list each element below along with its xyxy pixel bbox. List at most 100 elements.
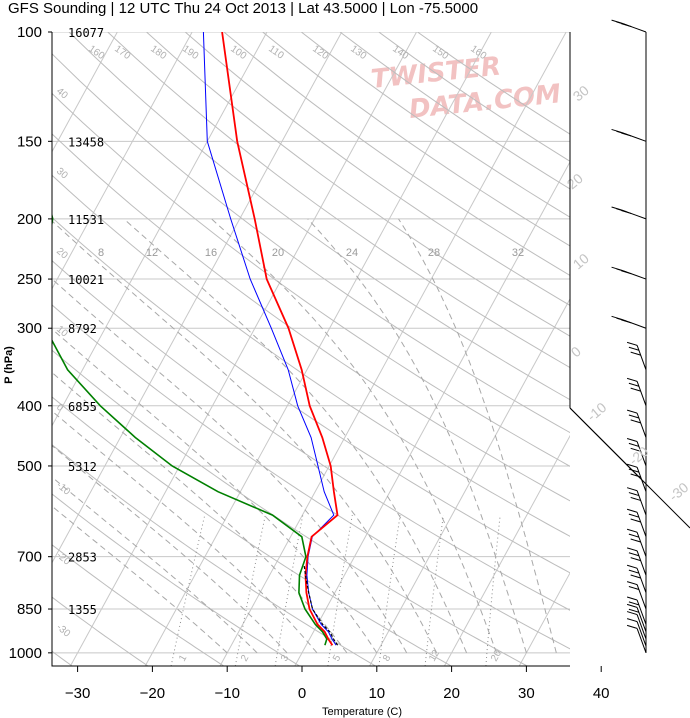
y-axis-label: P (hPa) xyxy=(3,346,15,384)
wind-barb-feather xyxy=(621,132,632,137)
isotherm-line xyxy=(443,434,570,666)
isotherm-line xyxy=(144,32,492,666)
moist-adiabat xyxy=(52,278,408,654)
wind-barb xyxy=(626,611,647,640)
moist-adiabat xyxy=(211,218,497,653)
theta-e-label: 12 xyxy=(146,247,158,259)
theta-label: 170 xyxy=(112,43,132,62)
wind-barb-feather xyxy=(626,487,638,492)
isotherm-line xyxy=(669,32,690,666)
wind-barb-feather xyxy=(626,596,638,601)
chart-title: GFS Sounding | 12 UTC Thu 24 Oct 2013 | … xyxy=(8,0,479,17)
virtual-temperature-line xyxy=(202,32,337,646)
isotherm-label: -10 xyxy=(584,399,610,424)
wind-barb xyxy=(611,266,647,280)
wind-barb-shaft xyxy=(636,584,647,610)
wind-barb-feather xyxy=(628,468,640,473)
wind-barb-shaft xyxy=(636,599,647,625)
dry-adiabat xyxy=(223,32,570,276)
wind-barb-shaft xyxy=(636,607,647,632)
wind-barb-feather xyxy=(628,442,640,447)
wind-barb-shaft xyxy=(636,441,647,467)
x-axis-label: Temperature (C) xyxy=(322,706,402,718)
wind-barb xyxy=(611,128,647,142)
dry-adiabat xyxy=(52,396,452,666)
wind-barb-feather xyxy=(626,508,638,513)
x-tick-label: −10 xyxy=(214,685,239,702)
wind-barb xyxy=(626,624,647,654)
isotherm-line xyxy=(294,160,570,666)
wind-barb-feather xyxy=(621,23,632,28)
mixing-ratio-label: 12 xyxy=(427,648,442,664)
isotherm-line xyxy=(219,32,567,666)
wind-barb-feather xyxy=(630,538,641,543)
moist-adiabat xyxy=(307,218,527,653)
dry-adiabat xyxy=(52,544,225,666)
wind-barb-feather xyxy=(628,552,640,557)
dry-adiabat xyxy=(52,596,149,666)
wind-barb-shaft xyxy=(636,512,647,537)
wind-barb-feather xyxy=(621,210,632,215)
wind-barb xyxy=(626,596,647,625)
moist-adiabat xyxy=(398,218,557,653)
mixing-ratio-line xyxy=(378,515,401,666)
theta-e-label: 32 xyxy=(512,247,524,259)
wind-barb-feather xyxy=(628,492,640,497)
dry-adiabat xyxy=(52,216,570,574)
wind-barb xyxy=(626,581,647,610)
wind-barb xyxy=(626,564,647,593)
wind-barb-feather xyxy=(630,496,641,501)
wind-barb xyxy=(626,528,647,557)
moist-adiabat xyxy=(52,505,228,654)
theta-label: 190 xyxy=(180,43,200,62)
mixing-ratio-line xyxy=(170,514,206,666)
theta-label: 120 xyxy=(310,43,330,62)
temperature-line xyxy=(221,32,339,646)
dry-adiabat xyxy=(52,304,570,650)
wind-barb-feather xyxy=(628,533,640,538)
wind-barb xyxy=(626,377,647,406)
dry-adiabat xyxy=(184,32,570,306)
wind-barb-shaft xyxy=(636,490,647,516)
wind-barb-feather xyxy=(626,547,638,552)
wind-barb-shaft xyxy=(636,381,647,406)
isotherm-label: 20 xyxy=(564,170,586,192)
isotherm-line xyxy=(369,297,570,666)
wind-barb-feather xyxy=(626,564,638,569)
height-label: 5312 xyxy=(68,460,97,474)
pressure-label: 400 xyxy=(17,398,42,415)
wind-barb xyxy=(626,438,647,467)
height-label: 8792 xyxy=(68,322,97,336)
moist-adiabat xyxy=(52,410,318,654)
theta-label: 130 xyxy=(348,43,368,62)
theta-e-label: 24 xyxy=(346,247,358,259)
wind-barb-feather xyxy=(621,319,632,324)
wind-barb-shaft xyxy=(636,412,647,438)
isotherm-line xyxy=(52,32,193,290)
theta-e-label: 8 xyxy=(98,247,104,259)
moist-adiabat xyxy=(52,328,378,654)
dry-adiabat xyxy=(68,32,570,401)
wind-barb-shaft xyxy=(636,628,647,654)
wind-barb-feather xyxy=(626,611,638,616)
wind-barb-feather xyxy=(628,414,640,419)
wind-barb-feather xyxy=(630,419,641,424)
theta-label: 180 xyxy=(148,43,168,62)
wind-barb xyxy=(611,206,647,220)
theta-label: 40 xyxy=(54,86,70,102)
wind-barb-shaft xyxy=(636,568,647,593)
mixing-ratio-line xyxy=(274,515,304,666)
height-label: 16077 xyxy=(68,26,104,40)
wind-barb-feather xyxy=(626,603,638,608)
height-label: 13458 xyxy=(68,135,104,149)
mixing-ratio-line xyxy=(485,515,501,666)
moist-adiabat xyxy=(52,371,348,654)
theta-e-label: 28 xyxy=(428,247,440,259)
dry-adiabat xyxy=(52,92,570,467)
wind-barb-feather xyxy=(626,438,638,442)
dry-adiabat xyxy=(52,260,570,611)
dewpoint-line xyxy=(52,212,328,646)
theta-e-label: 16 xyxy=(205,247,217,259)
pressure-label: 250 xyxy=(17,271,42,288)
isotherm-line xyxy=(52,32,343,564)
